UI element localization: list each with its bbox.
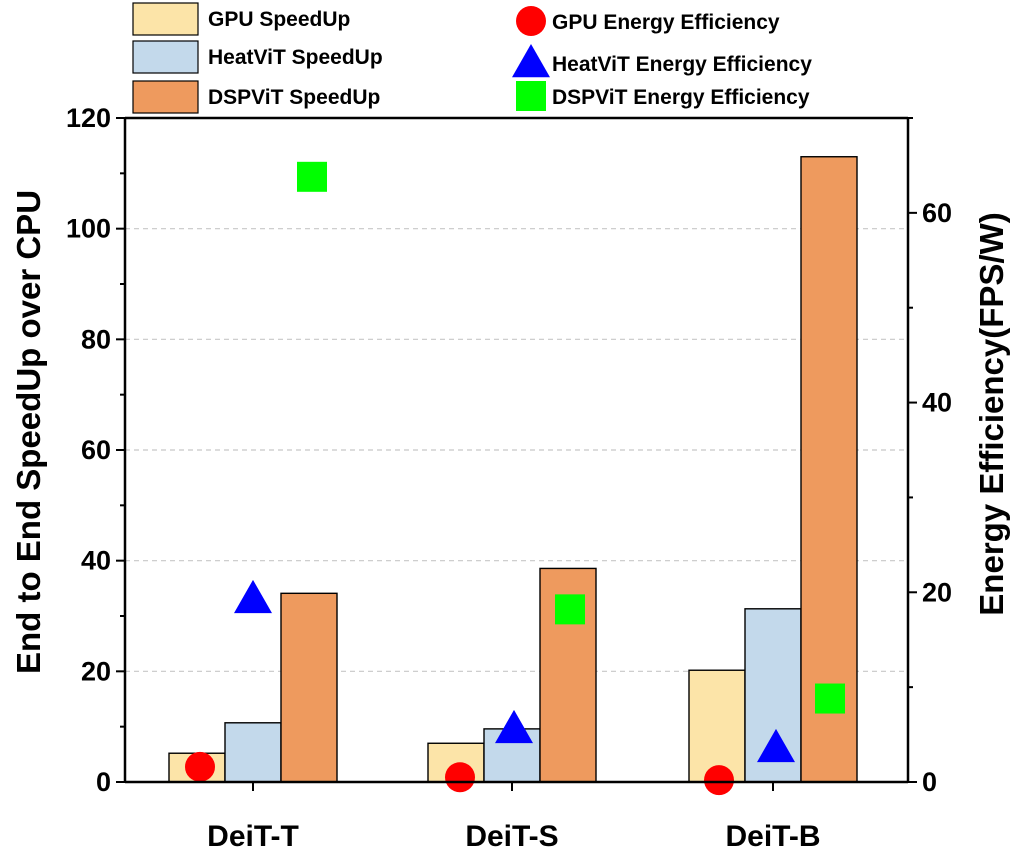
legend-label: DSPViT Energy Efficiency	[552, 86, 810, 109]
y2-tick-label: 40	[922, 388, 952, 418]
marker-dspvit-energy-efficiency-deit-t	[297, 161, 327, 192]
marker-gpu-energy-efficiency-deit-b	[704, 765, 734, 796]
legend-swatch	[132, 40, 199, 74]
legend-swatch	[132, 2, 199, 36]
y-tick-label: 20	[81, 656, 111, 686]
x-category-label: DeiT-T	[207, 820, 299, 853]
bar-dspvit-speedup-deit-t	[280, 592, 338, 783]
axes	[116, 116, 917, 791]
legend: GPU SpeedUp HeatViT SpeedUp DSPViT SpeedUp…	[132, 2, 812, 114]
legend-label: GPU SpeedUp	[208, 8, 350, 31]
markers	[185, 161, 845, 796]
bar-dspvit-speedup-deit-b	[800, 156, 858, 783]
x-category-label: DeiT-B	[725, 820, 820, 853]
y-axis-title: End to End SpeedUp over CPU	[10, 190, 47, 674]
bars	[168, 156, 858, 783]
legend-swatch	[132, 80, 199, 114]
legend-marker	[512, 44, 550, 78]
y-tick-label: 60	[81, 435, 111, 465]
y-tick-label: 0	[96, 767, 111, 797]
y-tick-label: 100	[66, 214, 111, 244]
legend-label: DSPViT SpeedUp	[208, 86, 380, 109]
y2-axis-title: Energy Efficiency(FPS/W)	[973, 212, 1010, 615]
legend-marker	[516, 6, 546, 36]
y2-tick-label: 0	[922, 767, 937, 797]
marker-dspvit-energy-efficiency-deit-b	[815, 683, 845, 714]
marker-heatvit-energy-efficiency-deit-b	[757, 728, 795, 763]
x-category-label: DeiT-S	[465, 820, 558, 853]
bar-gpu-speedup-deit-b	[688, 669, 746, 783]
marker-dspvit-energy-efficiency-deit-s	[555, 594, 585, 625]
legend-label: HeatViT Energy Efficiency	[552, 53, 812, 76]
y2-tick-label: 20	[922, 577, 952, 607]
y-tick-label: 80	[81, 324, 111, 354]
marker-gpu-energy-efficiency-deit-s	[445, 762, 475, 793]
tick-labels: 0 20 40 60 80 100 120 0 20 40 60	[66, 103, 952, 797]
legend-marker	[516, 81, 546, 111]
y-tick-label: 40	[81, 546, 111, 576]
marker-gpu-energy-efficiency-deit-t	[185, 751, 215, 782]
legend-label: HeatViT SpeedUp	[208, 46, 383, 69]
y2-tick-label: 60	[922, 198, 952, 228]
legend-label: GPU Energy Efficiency	[552, 11, 780, 34]
y-tick-label: 120	[66, 103, 111, 133]
grid-lines	[125, 117, 908, 672]
category-labels: DeiT-T DeiT-S DeiT-B	[207, 820, 820, 853]
marker-heatvit-energy-efficiency-deit-s	[495, 709, 533, 744]
bar-heatvit-speedup-deit-t	[224, 722, 282, 783]
marker-heatvit-energy-efficiency-deit-t	[234, 579, 272, 614]
